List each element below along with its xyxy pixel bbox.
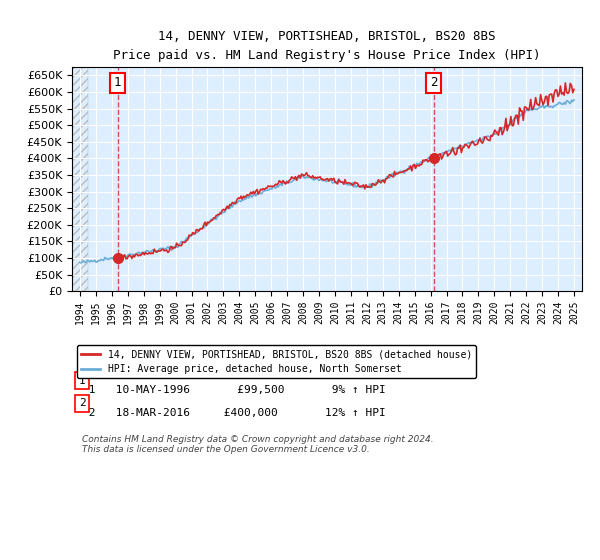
Text: 2: 2 (79, 398, 86, 408)
Text: 1   10-MAY-1996       £99,500       9% ↑ HPI: 1 10-MAY-1996 £99,500 9% ↑ HPI (82, 385, 392, 395)
Text: 1: 1 (114, 76, 121, 90)
Text: 2: 2 (430, 76, 437, 90)
Title: 14, DENNY VIEW, PORTISHEAD, BRISTOL, BS20 8BS
Price paid vs. HM Land Registry's : 14, DENNY VIEW, PORTISHEAD, BRISTOL, BS2… (113, 30, 541, 62)
Text: Contains HM Land Registry data © Crown copyright and database right 2024.
This d: Contains HM Land Registry data © Crown c… (82, 435, 434, 454)
Text: 1: 1 (79, 376, 86, 386)
Legend: 14, DENNY VIEW, PORTISHEAD, BRISTOL, BS20 8BS (detached house), HPI: Average pri: 14, DENNY VIEW, PORTISHEAD, BRISTOL, BS2… (77, 346, 476, 378)
Text: 2   18-MAR-2016     £400,000       12% ↑ HPI: 2 18-MAR-2016 £400,000 12% ↑ HPI (82, 408, 392, 418)
